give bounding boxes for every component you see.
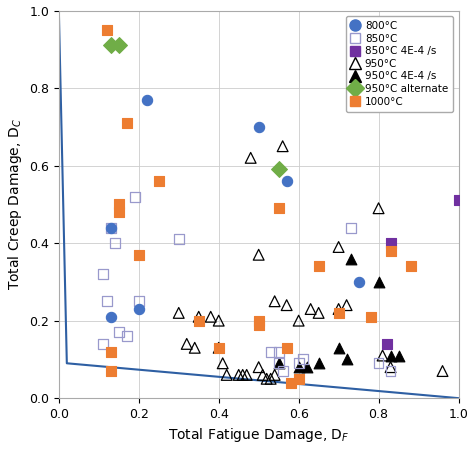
Point xyxy=(239,371,246,378)
Point xyxy=(191,344,199,351)
Point xyxy=(335,344,342,351)
Point xyxy=(99,270,107,278)
Point xyxy=(387,239,394,247)
Point xyxy=(375,360,383,367)
Point xyxy=(283,302,291,309)
Point xyxy=(219,360,227,367)
Point xyxy=(255,364,263,371)
Point xyxy=(255,317,263,324)
Point xyxy=(275,360,283,367)
Point xyxy=(123,119,130,126)
Point xyxy=(375,278,383,285)
Point xyxy=(207,313,215,320)
Point xyxy=(275,205,283,212)
Point xyxy=(283,177,291,184)
Point xyxy=(275,348,283,355)
Point xyxy=(387,352,394,359)
Point xyxy=(387,364,394,371)
Point xyxy=(111,239,118,247)
Point xyxy=(343,356,350,363)
Point xyxy=(275,360,283,367)
Point xyxy=(131,193,138,200)
Point xyxy=(279,143,286,150)
Point xyxy=(347,224,355,231)
Point xyxy=(107,224,115,231)
Point xyxy=(107,348,115,355)
Point xyxy=(123,333,130,340)
Point xyxy=(303,364,310,371)
Point xyxy=(107,224,115,231)
Point xyxy=(255,321,263,328)
Point xyxy=(383,340,391,347)
Point xyxy=(347,255,355,262)
Point xyxy=(243,371,250,378)
Point xyxy=(247,154,255,162)
Point xyxy=(255,123,263,130)
Point xyxy=(295,360,302,367)
Point xyxy=(103,27,110,34)
Point xyxy=(115,208,123,216)
Point xyxy=(271,297,278,305)
Point xyxy=(223,371,230,378)
Point xyxy=(387,368,394,375)
Point xyxy=(287,379,294,386)
Point xyxy=(107,42,115,49)
Point xyxy=(271,371,278,378)
Point xyxy=(455,197,462,204)
Point xyxy=(335,306,342,313)
Point xyxy=(315,309,322,316)
Point xyxy=(183,340,191,347)
Point xyxy=(143,96,151,104)
Point xyxy=(295,375,302,382)
Point xyxy=(115,328,123,336)
Point xyxy=(195,317,202,324)
Point xyxy=(379,352,386,359)
Point xyxy=(343,302,350,309)
Point xyxy=(395,352,402,359)
Point xyxy=(299,356,306,363)
Point xyxy=(267,348,274,355)
Point xyxy=(135,297,143,305)
Point xyxy=(307,306,314,313)
Point xyxy=(283,344,291,351)
Point xyxy=(155,177,163,184)
Point xyxy=(135,306,143,313)
Point xyxy=(107,368,115,375)
Point xyxy=(295,364,302,371)
Point xyxy=(103,297,110,305)
Point xyxy=(107,313,115,320)
Point xyxy=(279,368,286,375)
Point xyxy=(367,313,374,320)
Point xyxy=(275,166,283,173)
Point xyxy=(375,205,383,212)
Point xyxy=(259,371,266,378)
Point xyxy=(175,236,182,243)
Point xyxy=(335,243,342,251)
Point xyxy=(99,340,107,347)
Point xyxy=(295,317,302,324)
Point xyxy=(439,368,447,375)
Y-axis label: Total Creep Damage, D$_C$: Total Creep Damage, D$_C$ xyxy=(6,118,24,290)
Legend: 800°C, 850°C, 850°C 4E-4 /s, 950°C, 950°C 4E-4 /s, 950°C alternate, 1000°C: 800°C, 850°C, 850°C 4E-4 /s, 950°C, 950°… xyxy=(346,16,453,112)
Point xyxy=(115,201,123,208)
Point xyxy=(215,344,222,351)
Point xyxy=(175,309,182,316)
Point xyxy=(195,313,202,320)
Point xyxy=(315,263,322,270)
Point xyxy=(215,344,222,351)
Point xyxy=(235,371,243,378)
Point xyxy=(335,309,342,316)
Point xyxy=(263,375,271,382)
Point xyxy=(255,251,263,258)
Point xyxy=(115,42,123,49)
Point xyxy=(355,278,363,285)
Point xyxy=(215,317,222,324)
Point xyxy=(267,375,274,382)
Point xyxy=(387,247,394,254)
Point xyxy=(315,360,322,367)
Point xyxy=(135,251,143,258)
X-axis label: Total Fatigue Damage, D$_F$: Total Fatigue Damage, D$_F$ xyxy=(168,427,349,445)
Point xyxy=(407,263,414,270)
